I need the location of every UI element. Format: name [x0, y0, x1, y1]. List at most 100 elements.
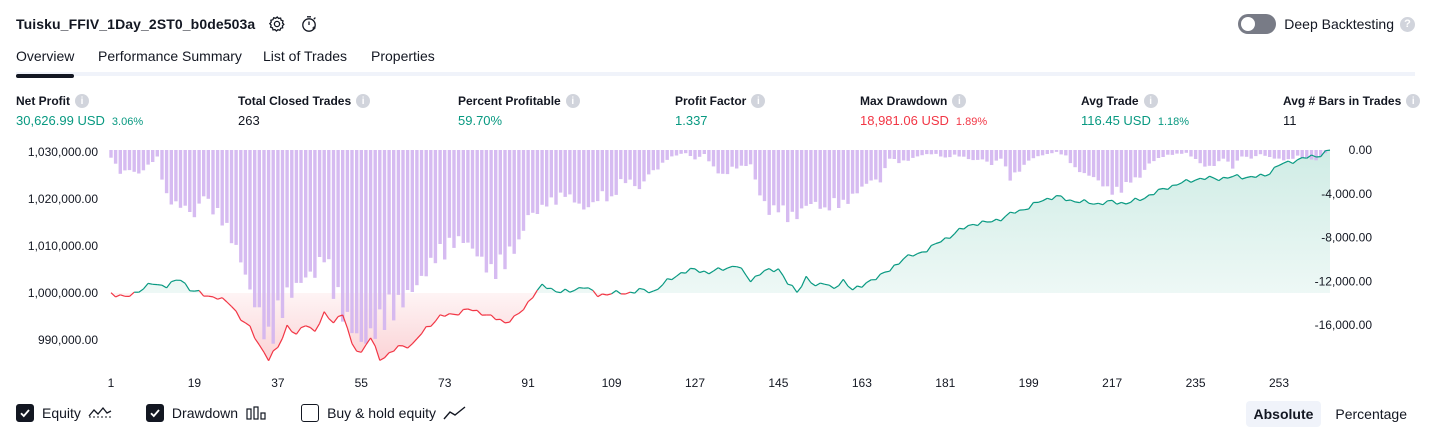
tab-overview[interactable]: Overview — [16, 48, 75, 78]
drawdown-bar — [313, 150, 317, 278]
right-axis-label: -4,000.00 — [1321, 187, 1372, 201]
gear-icon[interactable] — [267, 14, 287, 34]
drawdown-bar — [345, 150, 350, 312]
equity-line-segment — [1010, 211, 1015, 214]
tab-list-of-trades[interactable]: List of Trades — [263, 48, 348, 64]
drawdown-bar — [1068, 150, 1073, 164]
metric-value: 116.45 USD — [1081, 113, 1151, 128]
help-icon[interactable]: i — [356, 94, 371, 108]
equity-line-segment — [694, 268, 700, 273]
equity-line-segment — [912, 253, 918, 257]
equity-line-segment — [1283, 160, 1289, 164]
drawdown-checkbox[interactable] — [145, 404, 164, 422]
equity-line-segment — [305, 325, 311, 329]
right-axis-label: -8,000.00 — [1321, 231, 1372, 245]
equity-line-segment — [249, 325, 256, 339]
equity-line-segment — [991, 218, 997, 223]
drawdown-bar — [127, 150, 132, 171]
drawdown-bar — [818, 150, 822, 209]
equity-line-segment — [1251, 175, 1256, 178]
tab-properties[interactable]: Properties — [371, 48, 435, 64]
help-icon[interactable]: ? — [1400, 16, 1415, 32]
equity-line-segment — [898, 258, 905, 265]
equity-line-segment — [263, 352, 270, 361]
equity-checkbox[interactable] — [16, 404, 34, 422]
equity-line-segment — [703, 270, 710, 275]
equity-line-segment — [337, 314, 343, 318]
drawdown-bar — [512, 150, 516, 254]
drawdown-bar — [915, 150, 920, 157]
drawdown-bar — [772, 150, 776, 206]
equity-line-segment — [764, 268, 770, 272]
drawdown-bar — [1198, 150, 1202, 164]
drawdown-bar — [447, 150, 452, 238]
help-icon[interactable]: i — [75, 94, 89, 108]
timer-icon[interactable] — [299, 14, 319, 34]
help-icon[interactable]: i — [1406, 94, 1421, 108]
equity-line-segment — [996, 218, 1002, 222]
drawdown-bar — [317, 150, 322, 257]
equity-line-segment — [1190, 179, 1196, 183]
drawdown-bar — [1212, 150, 1216, 166]
legend-drawdown[interactable]: Drawdown — [145, 404, 267, 422]
help-icon[interactable]: i — [751, 94, 766, 108]
drawdown-bar — [1272, 150, 1277, 159]
absolute-mode-button[interactable]: Absolute — [1245, 401, 1322, 427]
equity-line-segment — [777, 268, 784, 276]
drawdown-bar — [952, 150, 957, 155]
drawdown-bar — [169, 150, 173, 205]
drawdown-bar — [642, 150, 646, 182]
equity-line-segment — [370, 337, 376, 347]
drawdown-bar — [202, 150, 206, 197]
drawdown-bar — [989, 150, 994, 165]
drawdown-bar — [507, 150, 512, 247]
drawdown-bar — [619, 150, 623, 180]
equity-line-segment — [527, 297, 534, 303]
tab-performance-summary[interactable]: Performance Summary — [98, 48, 242, 64]
drawdown-bar — [1282, 150, 1286, 161]
equity-line-segment — [824, 283, 830, 286]
equity-line-segment — [536, 283, 543, 291]
equity-line-segment — [1162, 187, 1168, 190]
percentage-mode-button[interactable]: Percentage — [1335, 406, 1407, 422]
equity-line-segment — [1079, 199, 1085, 204]
drawdown-bar — [600, 150, 604, 192]
help-icon[interactable]: i — [565, 94, 580, 108]
x-axis-label: 19 — [188, 376, 202, 390]
drawdown-bar — [456, 150, 461, 237]
drawdown-bar — [1119, 150, 1124, 193]
equity-line-segment — [277, 337, 284, 348]
metric-value: 30,626.99 USD — [16, 113, 105, 128]
equity-line-segment — [323, 311, 330, 319]
legend-buy-hold[interactable]: Buy & hold equity — [301, 404, 467, 422]
deep-backtesting: Deep Backtesting ? — [1238, 13, 1415, 35]
drawdown-bar — [832, 150, 836, 199]
drawdown-bar — [1319, 150, 1323, 157]
drawdown-bar — [424, 150, 428, 277]
help-icon[interactable]: i — [952, 94, 967, 108]
drawdown-bar — [827, 150, 832, 211]
equity-line-segment — [820, 282, 825, 285]
drawdown-bar — [396, 150, 401, 295]
drawdown-bar — [1045, 150, 1049, 154]
equity-profit-area — [111, 150, 1330, 293]
x-axis-label: 199 — [1019, 376, 1039, 390]
equity-chart[interactable]: 1,030,000.00 1,020,000.00 1,010,000.00 1,00… — [0, 140, 1431, 395]
equity-line-segment — [416, 333, 422, 340]
drawdown-bar — [563, 150, 567, 197]
deep-backtesting-toggle[interactable] — [1238, 14, 1277, 34]
help-icon[interactable]: i — [1143, 94, 1158, 108]
equity-line-segment — [286, 324, 293, 333]
equity-line-segment — [579, 287, 584, 289]
equity-line-segment — [625, 291, 631, 295]
equity-line-segment — [379, 357, 385, 361]
drawdown-bar — [1156, 150, 1161, 158]
drawdown-bar — [1249, 150, 1253, 159]
drawdown-bar — [1050, 150, 1054, 154]
buy-hold-checkbox[interactable] — [301, 404, 320, 422]
drawdown-bar — [132, 150, 136, 172]
legend-equity[interactable]: Equity — [16, 404, 112, 422]
equity-line-segment — [402, 345, 408, 349]
drawdown-bar — [892, 150, 896, 159]
equity-line-segment — [963, 224, 969, 230]
